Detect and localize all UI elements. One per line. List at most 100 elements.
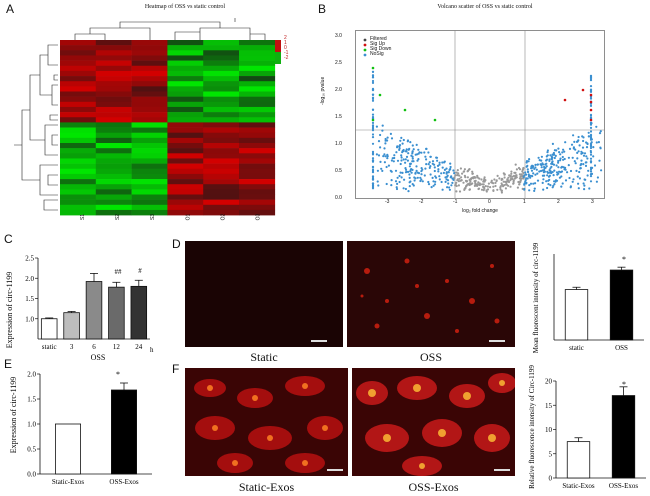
volcano-point (543, 170, 546, 173)
volcano-point (453, 176, 456, 179)
heatmap-cell (203, 127, 240, 133)
volcano-point (514, 163, 517, 166)
chart-f-marks: 0 5 10 15 20 Static-Exos OSS-Exos (545, 378, 646, 490)
volcano-point (492, 189, 495, 192)
volcano-point (553, 169, 556, 172)
volcano-point (427, 163, 430, 166)
volcano-point (409, 180, 412, 183)
volcano-point (567, 164, 570, 167)
caption-static-exos: Static-Exos (238, 480, 295, 494)
heatmap-cell (60, 70, 97, 77)
volcano-point (377, 184, 380, 187)
legend-tick: -1 (284, 50, 289, 56)
volcano-point (578, 177, 581, 180)
volcano-point (538, 159, 541, 162)
volcano-point (424, 167, 427, 170)
heatmap-cell (131, 137, 168, 144)
volcano-point (436, 164, 440, 167)
volcano-point-sig-up (563, 98, 567, 102)
volcano-point (525, 160, 529, 163)
volcano-point (511, 175, 514, 178)
volcano-point (597, 141, 600, 144)
volcano-point (384, 137, 387, 141)
x-tick-label: OSS-Exos (609, 482, 638, 490)
volcano-point (519, 175, 522, 178)
volcano-point (371, 133, 375, 136)
volcano-point (490, 179, 493, 182)
volcano-point (449, 176, 452, 179)
volcano-point (580, 159, 583, 162)
heatmap-cell (239, 143, 276, 149)
volcano-point (371, 187, 375, 190)
heatmap-cell (60, 132, 97, 139)
volcano-point (457, 172, 460, 175)
volcano-point (518, 177, 521, 180)
heatmap-column-labels: S1 S2 S3 O1 O2 O3 (60, 214, 275, 226)
panel-d-letter: D (172, 237, 181, 251)
volcano-point (371, 81, 375, 84)
volcano-point (509, 185, 512, 188)
volcano-point (589, 180, 593, 183)
volcano-point (521, 187, 524, 190)
volcano-point (441, 161, 444, 164)
volcano-point (468, 183, 471, 187)
y-tick-label: 15 (545, 402, 553, 410)
volcano-point (480, 188, 484, 191)
heatmap-cell (167, 45, 204, 51)
heatmap-cell (203, 40, 240, 46)
volcano-point (371, 89, 375, 92)
heatmap-cell (239, 55, 276, 61)
volcano-point (546, 151, 549, 154)
volcano-point (482, 183, 485, 186)
volcano-point (576, 157, 579, 160)
volcano-point (572, 178, 575, 181)
volcano-point (383, 161, 386, 164)
volcano-point (482, 189, 485, 192)
heatmap-cell (167, 127, 204, 133)
volcano-point (386, 155, 389, 158)
volcano-point (435, 156, 439, 159)
volcano-point (477, 181, 480, 184)
x-tick-label: Static-Exos (562, 482, 595, 490)
column-label: O1 (185, 213, 192, 221)
volcano-point (375, 153, 378, 156)
volcano-point (526, 177, 529, 180)
volcano-point (466, 176, 469, 179)
volcano-point (454, 184, 457, 187)
volcano-point (481, 183, 484, 186)
volcano-point (558, 170, 561, 173)
heatmap-cell (167, 199, 204, 206)
heatmap-cell (131, 81, 168, 87)
volcano-point (526, 164, 529, 167)
heatmap-cell (239, 199, 276, 206)
volcano-point (577, 135, 580, 139)
heatmap-cell (167, 70, 204, 77)
volcano-point (541, 181, 544, 184)
heatmap-cell (167, 122, 204, 128)
volcano-point (382, 155, 385, 158)
volcano-point (458, 190, 462, 193)
volcano-point (429, 173, 432, 176)
y-tick-label: 20 (545, 378, 553, 386)
y-tick-label: 5 (549, 450, 553, 458)
volcano-point (438, 175, 441, 178)
volcano-point (401, 142, 404, 145)
heatmap-cell (167, 55, 204, 61)
volcano-point (532, 182, 535, 185)
heatmap-cell (95, 127, 132, 133)
volcano-point (449, 162, 452, 165)
volcano-ylabel: -log₁₀ pvalue (320, 76, 326, 105)
heatmap-cell (203, 153, 240, 159)
volcano-point (581, 146, 585, 149)
y-tick-label: 0.0 (27, 471, 36, 479)
volcano-point (390, 159, 393, 162)
volcano-point (404, 158, 407, 161)
heatmap-cell (131, 168, 168, 175)
volcano-point (392, 160, 395, 163)
volcano-point (514, 174, 518, 177)
heatmap-cell (95, 60, 132, 67)
volcano-point (387, 164, 390, 167)
volcano-point (589, 134, 593, 137)
volcano-point (462, 181, 465, 184)
heatmap-cell (239, 70, 276, 77)
